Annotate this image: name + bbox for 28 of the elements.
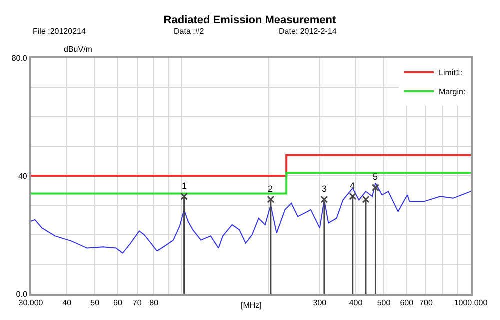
x-tick-label: 400 <box>349 298 364 308</box>
x-tick-label: 700 <box>420 298 434 308</box>
x-tick-label: 60 <box>114 298 123 308</box>
annotation: 4 <box>350 181 356 191</box>
legend-label: Margin: <box>439 88 466 97</box>
x-tick-label: 500 <box>377 298 392 308</box>
annotation: 1 <box>182 181 188 191</box>
x-tick-label: 600 <box>400 298 414 308</box>
x-tick-label: 80 <box>150 298 160 308</box>
annotation: 3 <box>322 184 328 194</box>
x-tick-label: 40 <box>62 298 72 308</box>
chart-title: Radiated Emission Measurement <box>164 14 337 27</box>
y-axis-title: dBuV/m <box>64 45 93 54</box>
annotation: 5 <box>373 172 378 182</box>
x-axis-title: [MHz] <box>241 301 262 310</box>
x-tick-label: 300 <box>313 298 328 308</box>
x-tick-label: 70 <box>132 298 142 308</box>
legend-label: Limit1: <box>439 68 463 78</box>
y-tick-label: 40 <box>18 172 28 181</box>
x-tick-label: 1000.000 <box>454 298 488 308</box>
y-tick-label: 80.0 <box>12 54 28 63</box>
text: Data :#2 <box>174 27 205 36</box>
text: File :20120214 <box>33 27 86 36</box>
annotation: 2 <box>268 184 274 194</box>
x-tick-label: 50 <box>90 298 100 308</box>
x-tick-label: 30.000 <box>18 298 44 308</box>
y-tick-label: 0.0 <box>16 290 28 299</box>
text: Date: 2012-2-14 <box>279 27 338 36</box>
